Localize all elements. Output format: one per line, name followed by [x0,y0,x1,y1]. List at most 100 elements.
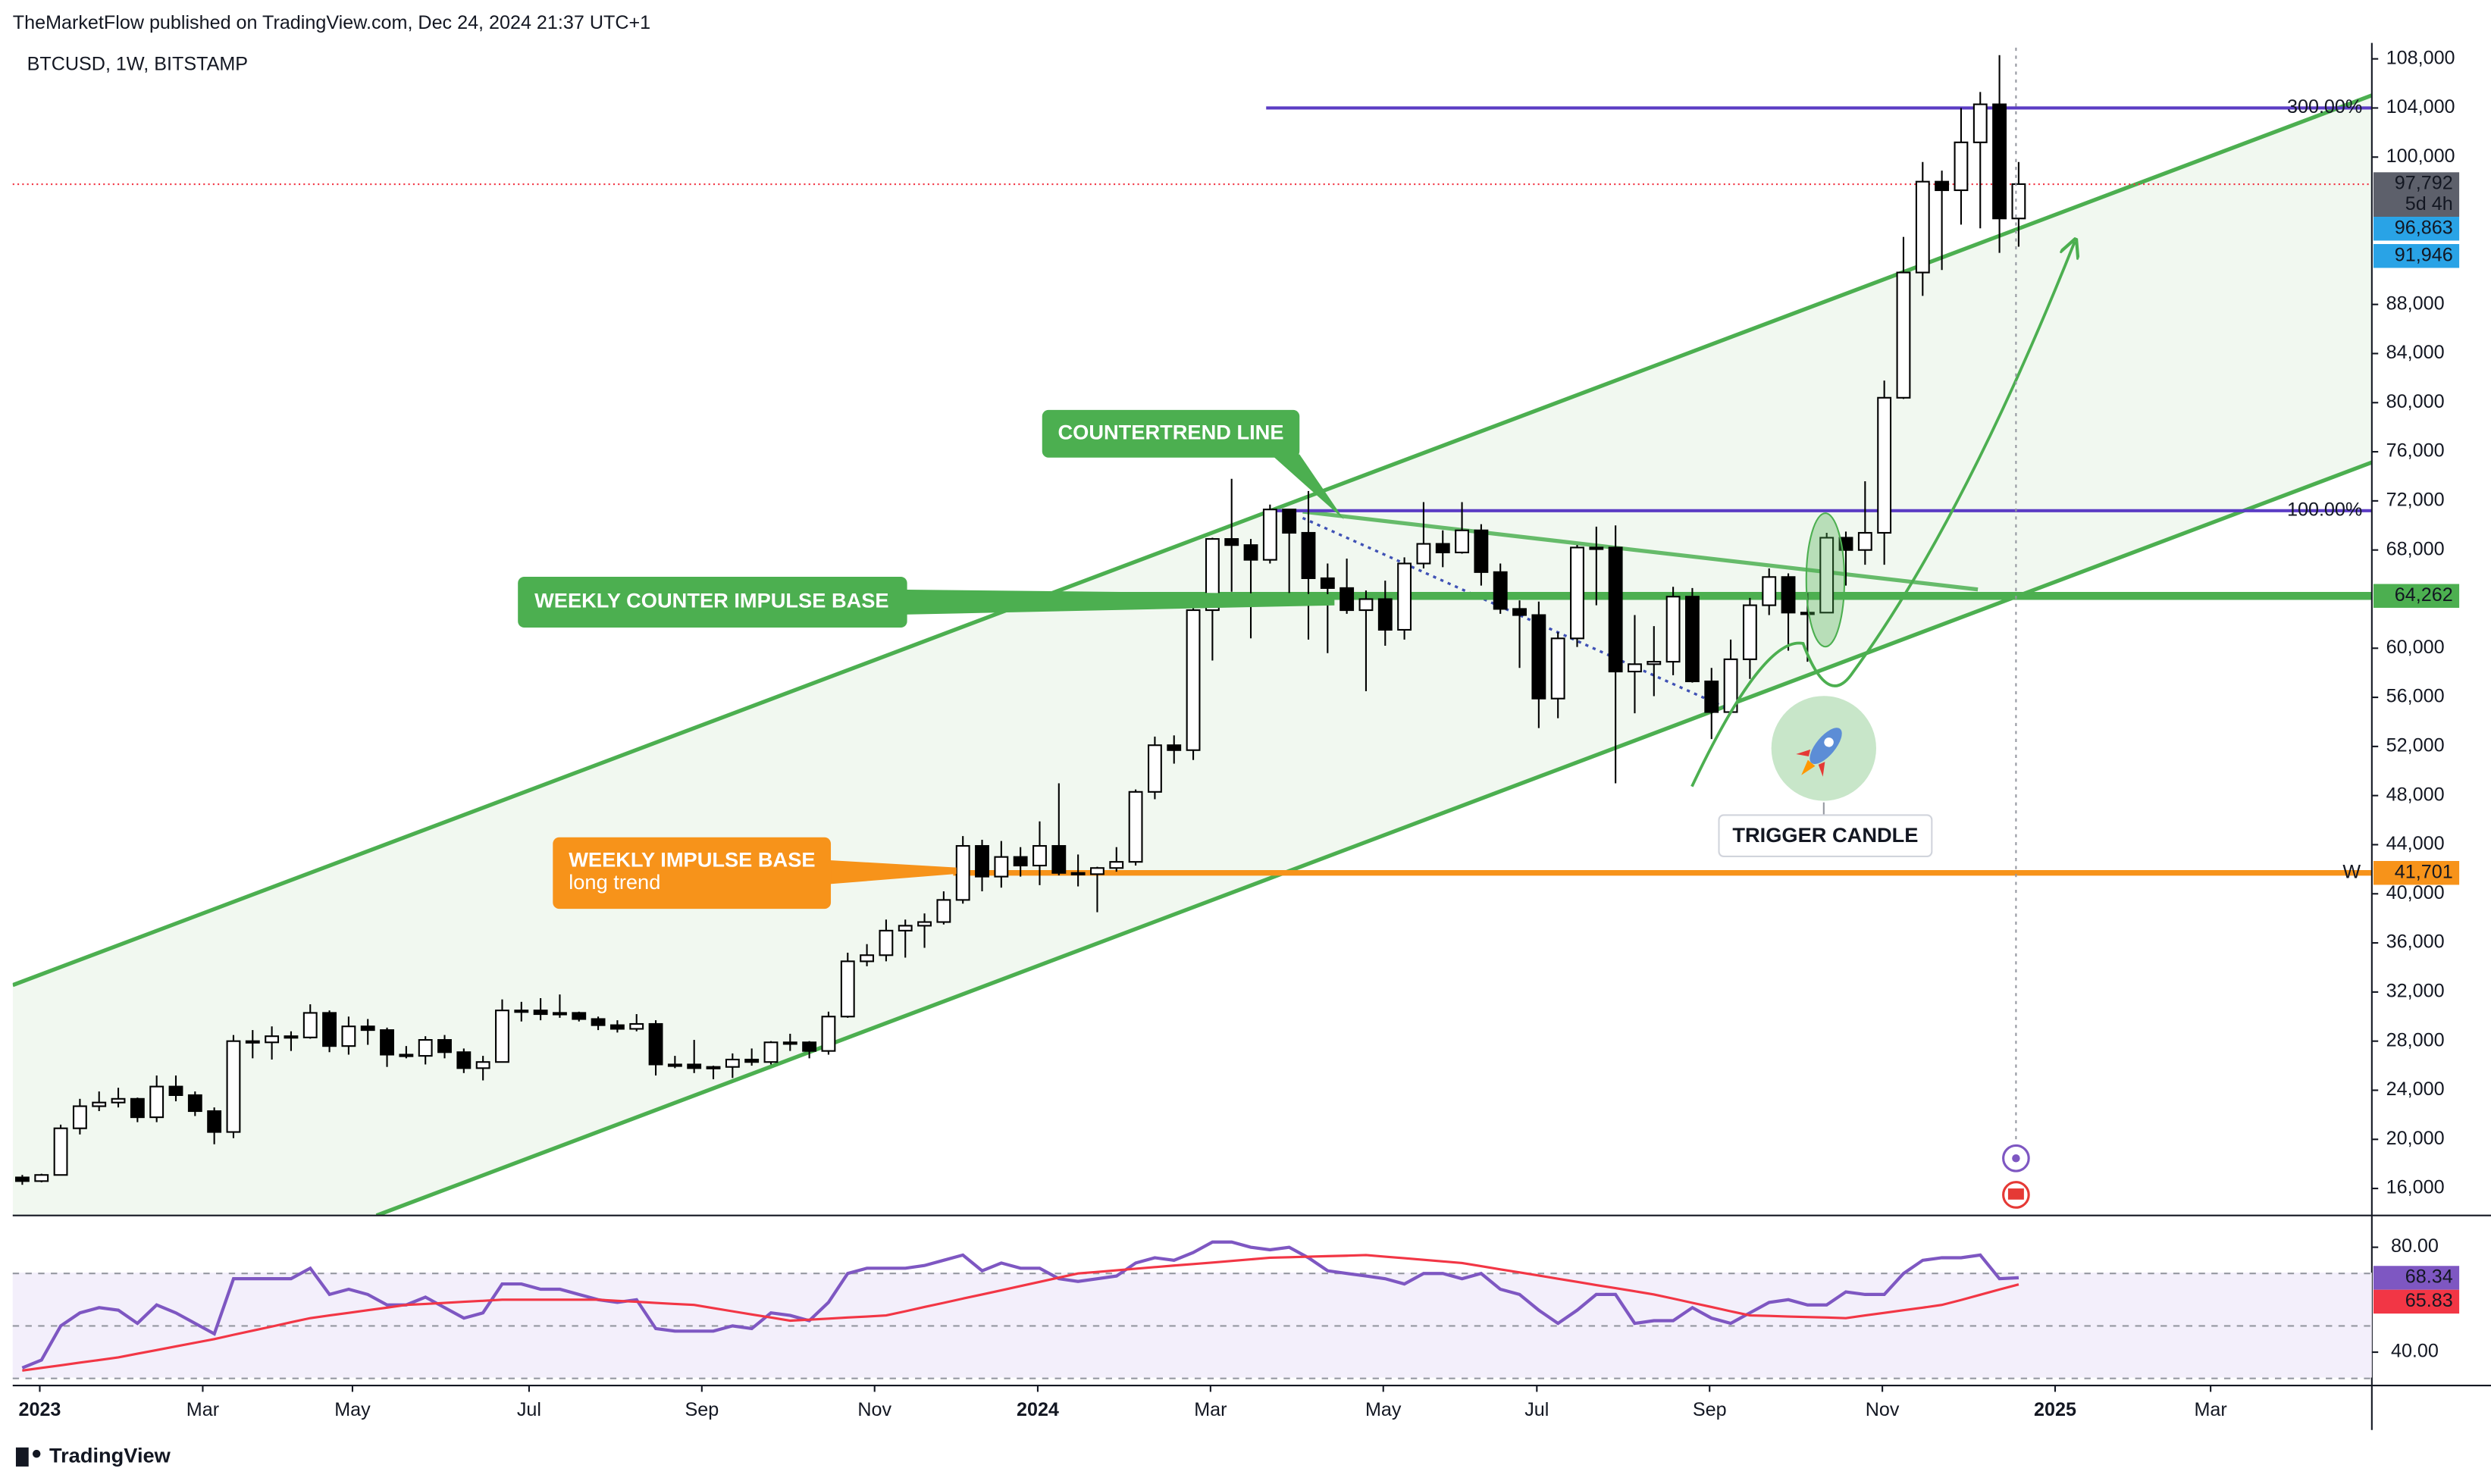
countertrend-line [1302,509,1979,592]
candle-body [1742,604,1757,660]
impulse-base-sublabel: long trend [569,870,660,894]
event-icon-dot [2012,1154,2020,1163]
candle-body [860,954,875,963]
price-axis-box [2373,172,2460,218]
y-tick-label: 80,000 [2386,391,2445,412]
candle-body [1147,744,1162,793]
candle-body [1493,571,1508,610]
y-tick-label: 48,000 [2386,784,2445,805]
candle-body [1186,609,1201,751]
candle-body [1032,845,1047,867]
y-tick-label: 100,000 [2386,146,2455,167]
candle-body [380,1029,394,1056]
x-tick-label: 2024 [1017,1399,1059,1420]
candle-body [1474,529,1489,573]
candle-body [553,1012,567,1016]
trigger-highlight [1805,512,1846,648]
counter-base-box [518,576,907,628]
candle-body [1550,637,1565,700]
level-axis-box [2373,584,2460,608]
impulse-base-pointer [818,859,957,885]
candle-body [1128,791,1143,863]
candle-body [1896,271,1911,399]
candle-body [1377,598,1393,631]
y-tick-label: 24,000 [2386,1079,2445,1100]
candle-body [975,845,989,878]
candle-body [1704,680,1719,713]
y-tick-label: 72,000 [2386,490,2445,511]
y-tick-label: 44,000 [2386,833,2445,854]
candle-body [1628,663,1642,673]
candle-body [1589,546,1604,550]
candle-body [322,1012,337,1047]
candle-body [245,1040,260,1044]
candle-body [898,925,913,931]
candle-body [1340,587,1355,612]
x-tick-label: Nov [857,1399,891,1420]
y-tick-label: 108,000 [2386,47,2455,68]
rsi-line [21,1240,2019,1370]
candle-body [591,1018,606,1026]
candle-body [360,1025,375,1032]
candle-body [955,845,970,901]
candle-body [226,1040,241,1133]
x-tick-label: Sep [1693,1399,1727,1420]
candle-body [917,921,932,927]
rocket-icon [1796,728,1842,777]
rsi-band-fill [12,1273,2372,1378]
x-tick-label: May [1365,1399,1402,1420]
candle-body [495,1010,509,1063]
candle-body [572,1012,587,1020]
candle-body [1224,538,1239,546]
countertrend-pointer [1271,454,1344,520]
candle-body [1262,509,1277,561]
candles [14,55,2026,1185]
candle-body [207,1110,222,1133]
candle-body [1070,872,1086,875]
candle-body [1301,531,1316,579]
candle-body [437,1039,452,1054]
candle-body [1819,537,1835,614]
candle-body [1051,845,1067,874]
impulse-base-box [553,837,832,909]
counter-base-label: WEEKLY COUNTER IMPULSE BASE [534,589,889,612]
candle-body [763,1041,779,1063]
y-tick-label: 16,000 [2386,1177,2445,1198]
countertrend-box [1042,409,1300,458]
candle-body [879,929,894,956]
candle-body [130,1097,145,1119]
candle-body [514,1010,529,1013]
price-axis-label: 91,946 [2395,244,2453,265]
level-axis-box [2373,860,2460,885]
candle-body [802,1041,817,1052]
candle-body [456,1051,472,1069]
dotted-trend [1302,516,1732,712]
candle-body [821,1016,836,1052]
publish-header: TheMarketFlow published on TradingView.c… [13,12,650,33]
y-tick-label: 36,000 [2386,931,2445,953]
price-axis-box [2373,244,2460,268]
y-tick-label: 32,000 [2386,981,2445,1002]
candle-body [1857,531,1872,551]
trigger-box [1718,814,1933,857]
y-tick-label: 52,000 [2386,735,2445,756]
candle-body [284,1035,299,1039]
candle-body [1992,103,2007,220]
candle-body [53,1127,68,1176]
rsi-tick-label: 40.00 [2391,1341,2439,1362]
y-tick-label: 76,000 [2386,440,2445,462]
rsi-pane [12,1240,2372,1379]
candle-body [648,1022,663,1066]
candle-body [302,1012,318,1038]
price-axis-label: 96,863 [2395,217,2453,238]
candle-body [1531,614,1546,700]
candle-body [1090,867,1104,875]
level-label: 100.00% [2287,499,2362,520]
candle-body [1512,608,1527,616]
candle-body [1684,596,1700,683]
price-axis-box [2373,217,2460,241]
candle-body [1647,661,1662,665]
candle-body [1167,744,1182,751]
x-tick-label: Mar [1194,1399,1227,1420]
x-tick-label: Jul [517,1399,541,1420]
